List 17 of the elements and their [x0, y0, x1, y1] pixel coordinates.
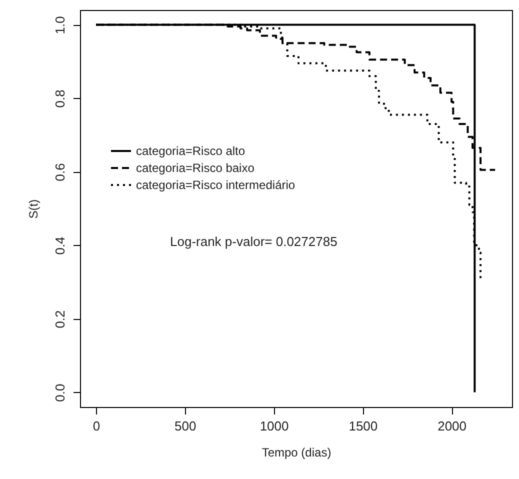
y-tick-label: 0.2: [52, 310, 68, 328]
y-tick-label: 0.6: [52, 163, 68, 182]
legend-label: categoria=Risco intermediário: [136, 178, 296, 192]
y-tick-label: 1.0: [52, 16, 68, 34]
x-tick-label: 1000: [260, 418, 289, 434]
legend-label: categoria=Risco alto: [136, 144, 246, 158]
y-tick-label: 0.4: [52, 236, 68, 255]
y-tick-label: 0.8: [52, 90, 68, 108]
x-tick-label: 2000: [438, 418, 467, 434]
x-axis-title: Tempo (dias): [262, 446, 332, 460]
x-tick-label: 0: [92, 418, 100, 434]
x-tick-label: 500: [174, 418, 196, 434]
annotation: Log-rank p-valor= 0.0272785: [170, 234, 338, 249]
x-tick-label: 1500: [348, 418, 378, 434]
y-tick-label: 0.0: [52, 384, 68, 402]
y-axis-title: S(t): [26, 199, 40, 219]
legend-label: categoria=Risco baixo: [136, 161, 255, 175]
